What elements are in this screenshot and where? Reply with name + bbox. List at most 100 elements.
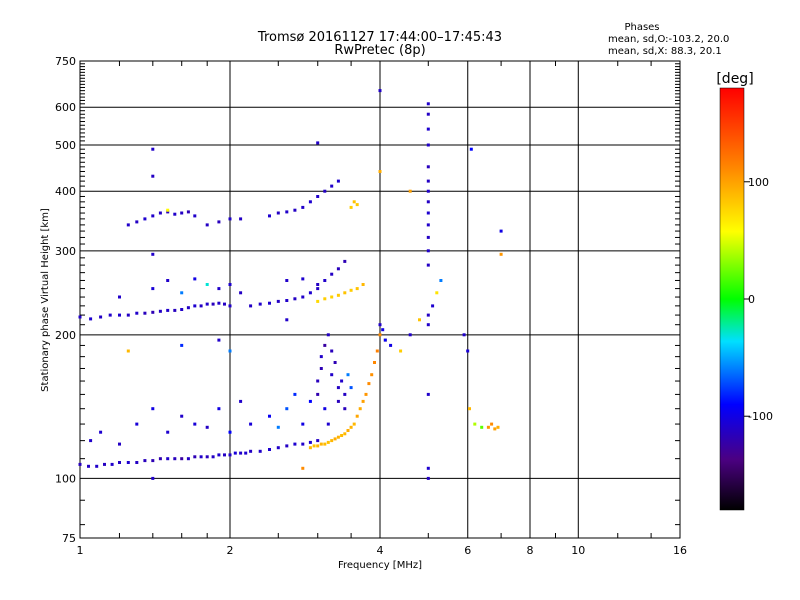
data-point bbox=[99, 430, 103, 434]
data-point bbox=[249, 422, 253, 426]
data-point bbox=[340, 379, 344, 383]
data-point bbox=[276, 299, 280, 303]
data-point bbox=[340, 434, 344, 437]
data-point bbox=[166, 210, 170, 214]
data-point bbox=[343, 259, 347, 263]
data-point bbox=[431, 304, 435, 308]
data-point bbox=[217, 338, 221, 342]
data-point bbox=[228, 430, 232, 434]
data-point bbox=[378, 323, 382, 327]
data-point bbox=[99, 315, 103, 319]
data-point bbox=[268, 414, 271, 418]
data-point bbox=[118, 313, 121, 317]
legend-line-x: mean, sd,X: 88.3, 20.1 bbox=[608, 46, 722, 57]
x-tick-labels: 1 2 4 6 8 10 16 bbox=[77, 544, 688, 557]
data-point bbox=[462, 333, 466, 337]
data-point bbox=[205, 223, 209, 227]
data-point bbox=[293, 442, 297, 446]
data-point bbox=[285, 444, 289, 448]
data-point bbox=[378, 333, 382, 337]
data-point bbox=[343, 407, 347, 411]
data-point bbox=[336, 435, 340, 439]
data-point bbox=[173, 212, 177, 216]
data-point bbox=[186, 306, 190, 310]
data-point bbox=[426, 263, 430, 267]
x-tick-label: 10 bbox=[571, 544, 585, 557]
data-point bbox=[217, 287, 221, 291]
data-point bbox=[108, 313, 112, 317]
data-point bbox=[486, 425, 490, 429]
data-point bbox=[426, 127, 430, 131]
data-point bbox=[308, 291, 312, 295]
data-point bbox=[166, 208, 170, 212]
chart-subtitle: RwPretec (8p) bbox=[334, 43, 425, 58]
data-point bbox=[361, 283, 365, 286]
y-tick-labels: 75 100 200 300 400 500 600 750 bbox=[55, 55, 76, 545]
data-point bbox=[158, 457, 162, 461]
data-point bbox=[193, 214, 197, 218]
data-point bbox=[180, 414, 184, 418]
data-point bbox=[316, 287, 320, 291]
data-point bbox=[383, 338, 387, 342]
data-point bbox=[166, 279, 170, 282]
data-point bbox=[205, 425, 209, 429]
data-point bbox=[180, 343, 184, 347]
data-point bbox=[426, 112, 430, 116]
x-tick-label: 8 bbox=[527, 544, 534, 557]
data-point bbox=[301, 295, 305, 299]
data-point bbox=[316, 392, 320, 396]
data-point bbox=[249, 449, 253, 453]
data-point bbox=[186, 457, 190, 461]
data-point bbox=[408, 333, 412, 337]
data-point bbox=[330, 373, 334, 377]
data-point bbox=[336, 293, 340, 297]
data-point bbox=[276, 446, 280, 450]
data-point bbox=[435, 291, 439, 295]
data-point bbox=[323, 343, 327, 347]
data-point bbox=[151, 174, 155, 178]
data-point bbox=[205, 283, 209, 286]
data-point bbox=[180, 457, 184, 461]
data-point bbox=[223, 302, 226, 306]
data-point bbox=[268, 214, 271, 218]
data-point bbox=[249, 304, 253, 308]
data-point bbox=[301, 205, 305, 209]
y-axis-label: Stationary phase Virtual Height [km] bbox=[40, 208, 51, 392]
data-point bbox=[126, 461, 130, 464]
data-point bbox=[389, 343, 393, 347]
data-point bbox=[355, 414, 359, 418]
data-point bbox=[228, 283, 232, 286]
y-tick-label: 300 bbox=[55, 245, 76, 258]
data-point bbox=[301, 277, 305, 281]
data-point bbox=[468, 407, 471, 411]
data-point bbox=[490, 422, 494, 426]
y-tick-label: 200 bbox=[55, 329, 76, 342]
data-point bbox=[301, 442, 305, 446]
legend-line-o: mean, sd,O:-103.2, 20.0 bbox=[608, 34, 729, 45]
data-point bbox=[285, 407, 289, 411]
data-point bbox=[333, 437, 337, 441]
y-tick-label: 400 bbox=[55, 185, 76, 198]
data-point bbox=[355, 287, 359, 291]
data-point bbox=[378, 170, 382, 173]
data-point bbox=[473, 422, 477, 426]
data-point bbox=[78, 315, 82, 319]
x-tick-label: 2 bbox=[227, 544, 234, 557]
data-point bbox=[499, 252, 503, 256]
data-point bbox=[118, 442, 121, 446]
data-point bbox=[285, 210, 289, 214]
data-point bbox=[151, 310, 155, 314]
colorbar-ticks: 100 0 -100 bbox=[744, 176, 773, 423]
data-point bbox=[426, 235, 430, 239]
data-point bbox=[301, 466, 305, 470]
data-point bbox=[308, 446, 312, 450]
data-point bbox=[326, 333, 330, 337]
data-point bbox=[151, 287, 155, 291]
data-point bbox=[496, 425, 500, 429]
data-point bbox=[110, 462, 114, 466]
data-point bbox=[239, 399, 243, 403]
data-point bbox=[233, 451, 237, 455]
data-point bbox=[143, 217, 147, 221]
data-point bbox=[103, 462, 106, 466]
data-point bbox=[228, 453, 232, 457]
